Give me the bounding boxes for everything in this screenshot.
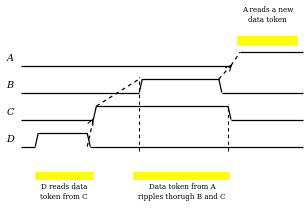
Text: B: B (7, 81, 14, 90)
Text: Data token from A
ripples thorugh B and C: Data token from A ripples thorugh B and … (138, 183, 226, 201)
Text: A: A (7, 54, 14, 63)
Bar (133, 172, 230, 180)
Text: D: D (6, 135, 14, 144)
Text: C: C (6, 108, 14, 117)
Bar (35, 172, 93, 180)
Text: D reads data
token from C: D reads data token from C (40, 183, 88, 201)
Bar (237, 36, 298, 45)
Text: A reads a new
data token: A reads a new data token (242, 6, 293, 24)
